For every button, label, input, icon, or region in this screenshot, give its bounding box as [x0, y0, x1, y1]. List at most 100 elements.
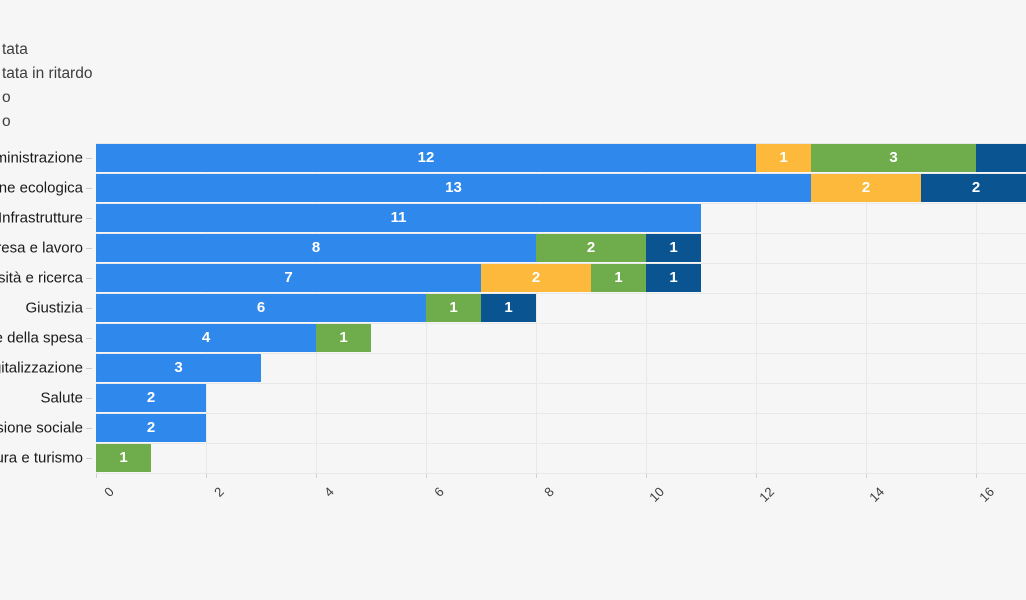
bar-segment-green: 2 [536, 234, 646, 262]
bar-value-label: 2 [146, 419, 156, 436]
vertical-gridline [976, 143, 977, 473]
bar-segment-blue: 8 [96, 234, 536, 262]
horizontal-gridline [96, 173, 1026, 174]
horizontal-gridline [96, 263, 1026, 264]
bar-segment-green: 1 [426, 294, 481, 322]
legend-item: o [2, 110, 92, 134]
bar-value-label: 2 [146, 389, 156, 406]
bar-value-label: 1 [504, 299, 513, 316]
category-label: Digitalizzazione [0, 359, 83, 377]
bar-value-label: 11 [390, 209, 407, 226]
category-tick-mark [86, 308, 92, 309]
vertical-gridline [646, 143, 647, 473]
x-axis-tick-mark [756, 473, 757, 478]
category-tick-mark [86, 278, 92, 279]
category-label: Infrastrutture [0, 209, 83, 227]
bar-segment-blue: 3 [96, 354, 261, 382]
bar-segment-blue: 13 [96, 174, 811, 202]
bar-segment-blue: 11 [96, 204, 701, 232]
bar-value-label: 1 [779, 149, 788, 166]
category-label: Salute [40, 389, 83, 407]
category-label: mministrazione [0, 149, 83, 167]
category-tick-mark [86, 218, 92, 219]
category-tick-mark [86, 338, 92, 339]
legend-item-label: o [2, 113, 11, 130]
bar-segment-blue: 12 [96, 144, 756, 172]
horizontal-gridline [96, 323, 1026, 324]
bar-segment-blue: 6 [96, 294, 426, 322]
horizontal-gridline [96, 353, 1026, 354]
legend-item: o [2, 86, 92, 110]
bar-value-label: 3 [889, 149, 898, 166]
x-axis-tick-mark [646, 473, 647, 478]
bar-segment-blue: 4 [96, 324, 316, 352]
x-axis-tick-mark [96, 473, 97, 478]
bar-segment-blue: 2 [96, 414, 206, 442]
bar-value-label: 2 [531, 269, 541, 286]
x-axis-tick-label: 10 [645, 484, 667, 505]
x-axis-tick-mark [316, 473, 317, 478]
bar-segment-darkblue: 1 [646, 264, 701, 292]
x-axis-tick-label: 8 [540, 484, 557, 500]
bar-value-label: 1 [669, 269, 678, 286]
bar-value-label: 1 [614, 269, 623, 286]
bar-value-label: 1 [119, 449, 128, 466]
bar-value-label: 13 [445, 179, 462, 196]
x-axis-tick-label: 16 [975, 484, 997, 505]
bar-value-label: 2 [971, 179, 981, 196]
bar-value-label: 2 [586, 239, 596, 256]
bar-value-label: 12 [417, 149, 435, 166]
bar-segment-blue: 2 [96, 384, 206, 412]
bar-segment-orange: 1 [756, 144, 811, 172]
category-tick-mark [86, 368, 92, 369]
x-axis-tick-label: 6 [430, 484, 447, 500]
x-axis-tick-mark [976, 473, 977, 478]
horizontal-gridline [96, 383, 1026, 384]
bar-segment-green: 1 [316, 324, 371, 352]
bar-value-label: 4 [201, 329, 211, 346]
bar-segment-green: 1 [591, 264, 646, 292]
bar-segment-orange: 2 [811, 174, 921, 202]
bar-segment-darkblue: 1 [646, 234, 701, 262]
category-tick-mark [86, 428, 92, 429]
horizontal-gridline [96, 143, 1026, 144]
x-axis-tick-label: 4 [320, 484, 337, 500]
category-tick-mark [86, 188, 92, 189]
category-label: ultura e turismo [0, 449, 83, 467]
horizontal-gridline [96, 413, 1026, 414]
bar-segment-green: 1 [96, 444, 151, 472]
legend-item-label: tata in ritardo [2, 65, 93, 82]
bar-value-label: 2 [861, 179, 871, 196]
horizontal-gridline [96, 233, 1026, 234]
bar-value-label: 1 [449, 299, 458, 316]
x-axis-tick-label: 2 [210, 484, 227, 500]
bar-value-label: 7 [284, 269, 293, 286]
category-label: one della spesa [0, 329, 83, 347]
bar-value-label: 1 [669, 239, 678, 256]
bar-segment-green: 3 [811, 144, 976, 172]
x-axis-tick-mark [426, 473, 427, 478]
category-tick-mark [86, 248, 92, 249]
category-label: versità e ricerca [0, 269, 83, 287]
bar-segment-blue: 7 [96, 264, 481, 292]
category-tick-mark [86, 458, 92, 459]
bar-segment-darkblue [976, 144, 1026, 172]
horizontal-gridline [96, 293, 1026, 294]
bar-segment-darkblue: 1 [481, 294, 536, 322]
horizontal-gridline [96, 443, 1026, 444]
horizontal-gridline [96, 203, 1026, 204]
legend-item: tata in ritardo [2, 62, 92, 86]
bar-segment-darkblue: 2 [921, 174, 1026, 202]
category-tick-mark [86, 158, 92, 159]
x-axis-tick-mark [536, 473, 537, 478]
x-axis-tick-label: 14 [865, 484, 887, 505]
legend-item-label: o [2, 89, 11, 106]
legend-item: tata [2, 38, 92, 62]
category-label: zione ecologica [0, 179, 83, 197]
bar-value-label: 3 [174, 359, 183, 376]
x-axis-tick-mark [206, 473, 207, 478]
category-tick-mark [86, 398, 92, 399]
bar-segment-orange: 2 [481, 264, 591, 292]
